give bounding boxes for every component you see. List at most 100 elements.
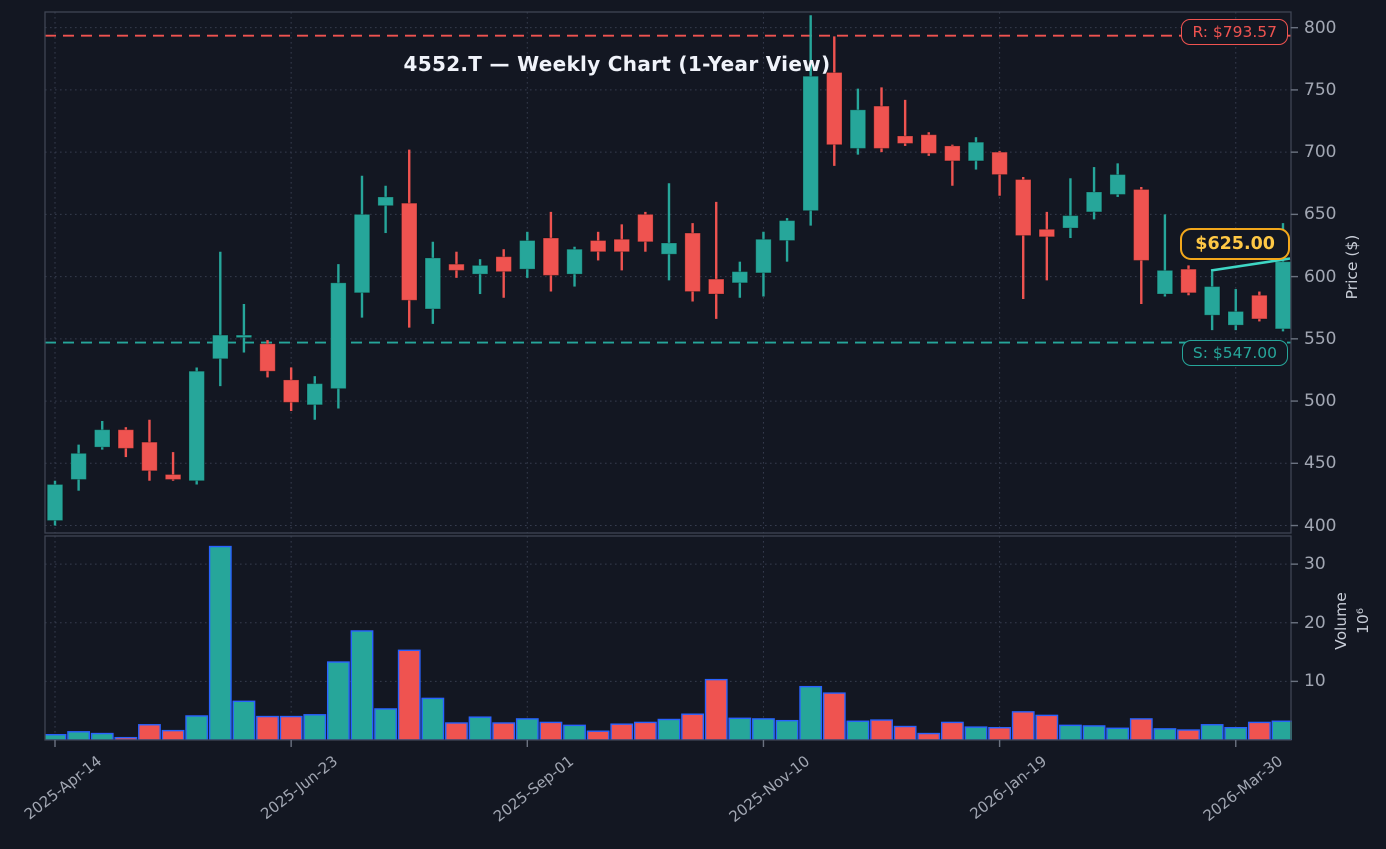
candle-body [93, 429, 111, 448]
candle-body [448, 263, 465, 271]
volume-bar [256, 715, 279, 740]
volume-bar [45, 734, 67, 740]
candle-body [1109, 174, 1126, 195]
candle-body [1251, 294, 1268, 320]
volume-bar [1271, 720, 1292, 740]
volume-bar [1153, 728, 1177, 740]
volume-bar [492, 722, 516, 740]
candle-body [1203, 286, 1221, 316]
candle-body [991, 151, 1008, 176]
candle-body [117, 429, 135, 449]
candle-body [873, 105, 890, 149]
candle-body [424, 257, 442, 310]
volume-bar [1059, 724, 1082, 740]
candle-body [755, 238, 772, 274]
volume-bar [1177, 729, 1200, 740]
candle-body [778, 220, 796, 242]
candle-body [519, 240, 536, 270]
candle-body [141, 441, 158, 472]
volume-bar [326, 661, 350, 740]
candle-body [1274, 261, 1292, 330]
candle-body [282, 379, 300, 403]
candle-body [235, 334, 253, 339]
volume-bar [1247, 721, 1271, 740]
volume-bar [704, 678, 728, 740]
candle-body [566, 248, 583, 275]
volume-panel-border [44, 535, 1292, 741]
volume-bar [515, 718, 539, 740]
volume-bar [870, 719, 893, 740]
volume-bar [1082, 725, 1106, 740]
volume-bar [657, 718, 681, 740]
candle-body [353, 213, 371, 294]
candle-body [826, 71, 843, 146]
volume-bar [822, 692, 846, 740]
candles [46, 15, 1292, 526]
volume-bar [397, 649, 421, 740]
volume-bar [161, 729, 185, 740]
volume-bar [279, 715, 303, 740]
candle-body [660, 242, 678, 255]
volume-bar [185, 715, 209, 740]
volume-bar [138, 724, 161, 740]
volume-bar [1129, 718, 1153, 740]
candle-body [542, 237, 560, 276]
volume-bar [350, 630, 374, 740]
candle-body [1085, 191, 1103, 213]
candle-body [1156, 269, 1174, 295]
volume-bar [681, 713, 705, 740]
volume-bar [917, 732, 941, 740]
candle-body [731, 271, 749, 284]
candle-body [212, 334, 229, 360]
volume-bar [799, 685, 823, 740]
candle-body [637, 213, 654, 243]
volume-bar [893, 725, 917, 740]
candle-body [967, 141, 985, 162]
candle-body [1014, 179, 1032, 237]
candle-body [1038, 228, 1056, 238]
volume-bar [374, 708, 398, 740]
volume-bar [90, 732, 114, 740]
candle-body [684, 232, 701, 293]
volume-bar [728, 717, 752, 740]
volume-bar [846, 720, 870, 740]
candle-body [188, 370, 205, 482]
volume-bar [940, 721, 964, 740]
volume-bar [1224, 726, 1248, 740]
volume-bar [775, 719, 799, 740]
volume-bars [45, 545, 1292, 740]
candle-body [849, 109, 867, 149]
volume-bar [1035, 714, 1059, 740]
volume-bar [586, 730, 610, 740]
candle-body [46, 483, 64, 522]
last-price-pointer-line [1210, 257, 1291, 272]
candle-body [400, 202, 418, 301]
volume-bar [539, 721, 563, 740]
volume-bar [610, 723, 634, 740]
candle-body [1133, 188, 1150, 261]
volume-bar [752, 718, 775, 740]
volume-bar [1011, 711, 1035, 740]
volume-bar [563, 724, 586, 740]
candle-body [471, 264, 489, 275]
volume-bar [421, 697, 445, 740]
volume-bar [445, 722, 468, 740]
volume-bar [208, 545, 232, 740]
candle-body [1180, 268, 1197, 294]
candle-body [1062, 215, 1079, 229]
candle-body [613, 238, 631, 253]
volume-bar [303, 714, 327, 740]
candle-body [495, 256, 512, 273]
candle-body [944, 145, 961, 162]
volume-bar [468, 716, 492, 740]
candle-body [589, 240, 607, 253]
candle-body [1227, 310, 1244, 326]
volume-bar [964, 726, 988, 740]
candle-body [802, 75, 819, 212]
volume-bar [1106, 727, 1130, 740]
candle-body [330, 282, 347, 390]
candle-body [306, 383, 324, 406]
price-panel-border [44, 11, 1292, 534]
